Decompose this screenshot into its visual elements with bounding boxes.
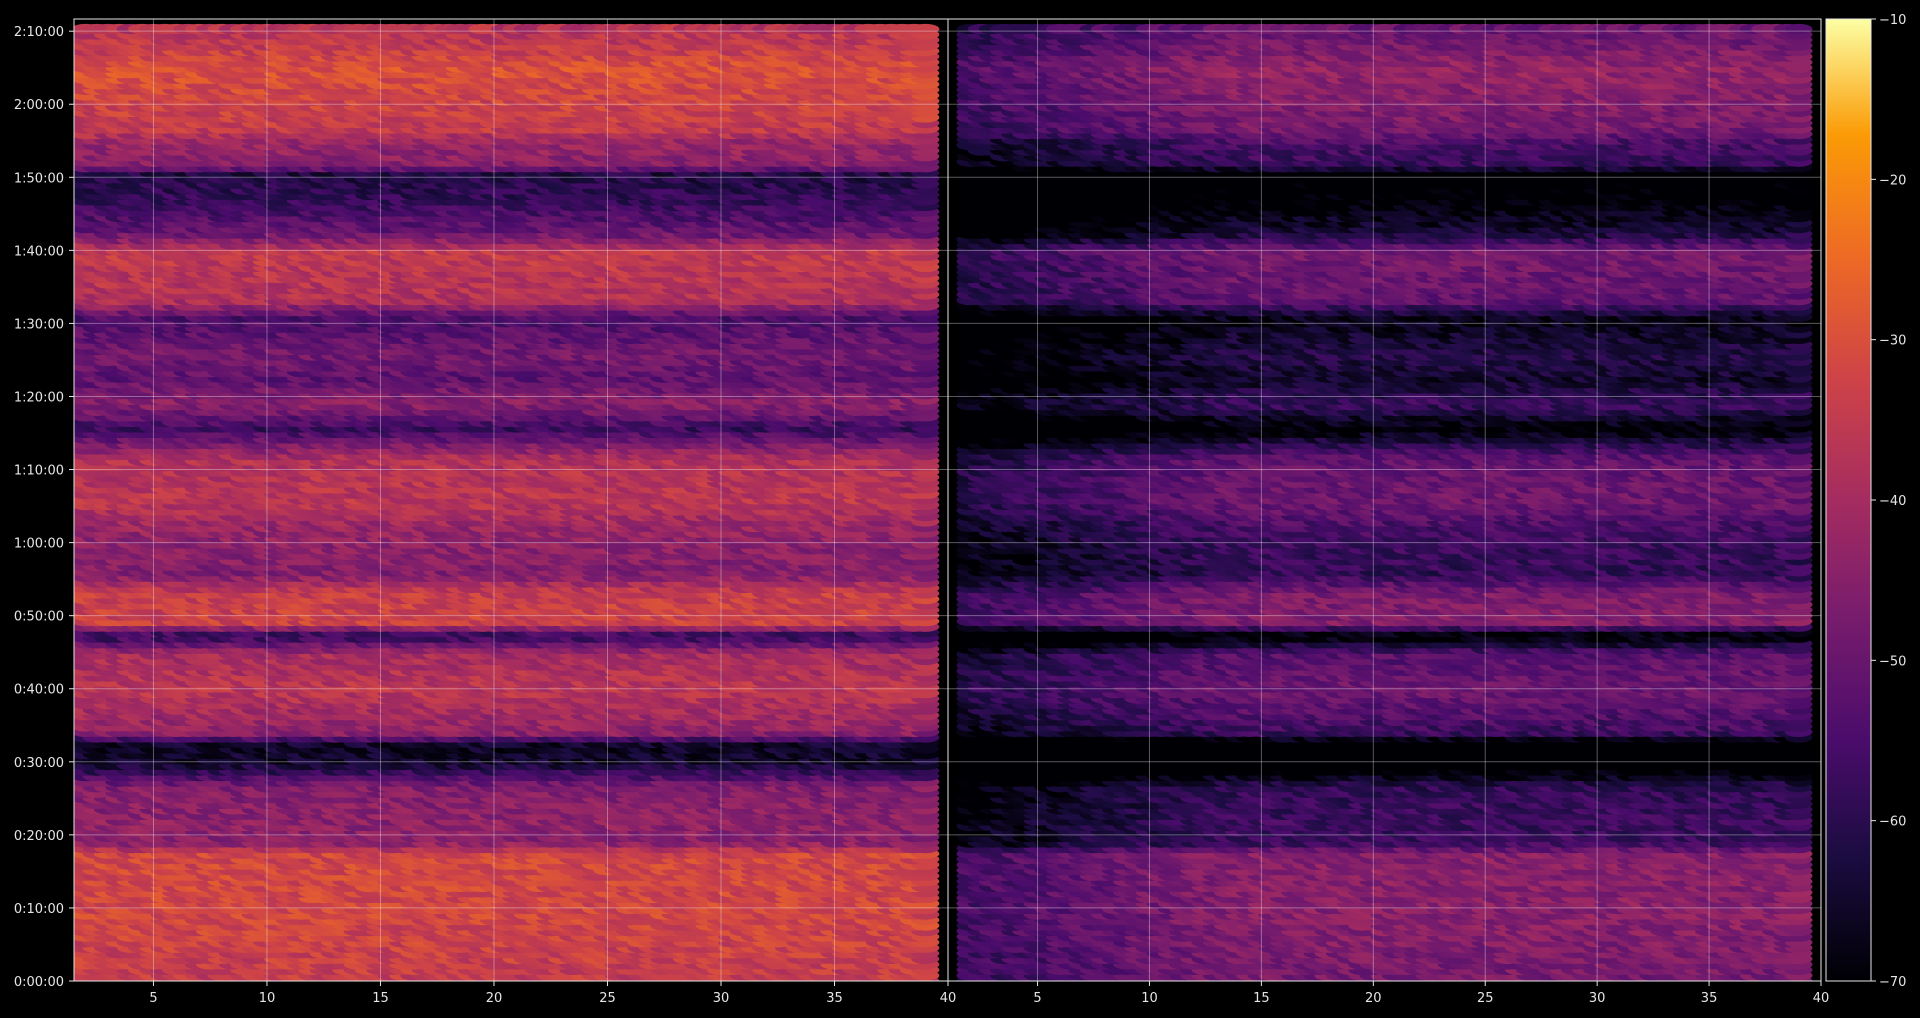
left-panel: [74, 19, 948, 981]
